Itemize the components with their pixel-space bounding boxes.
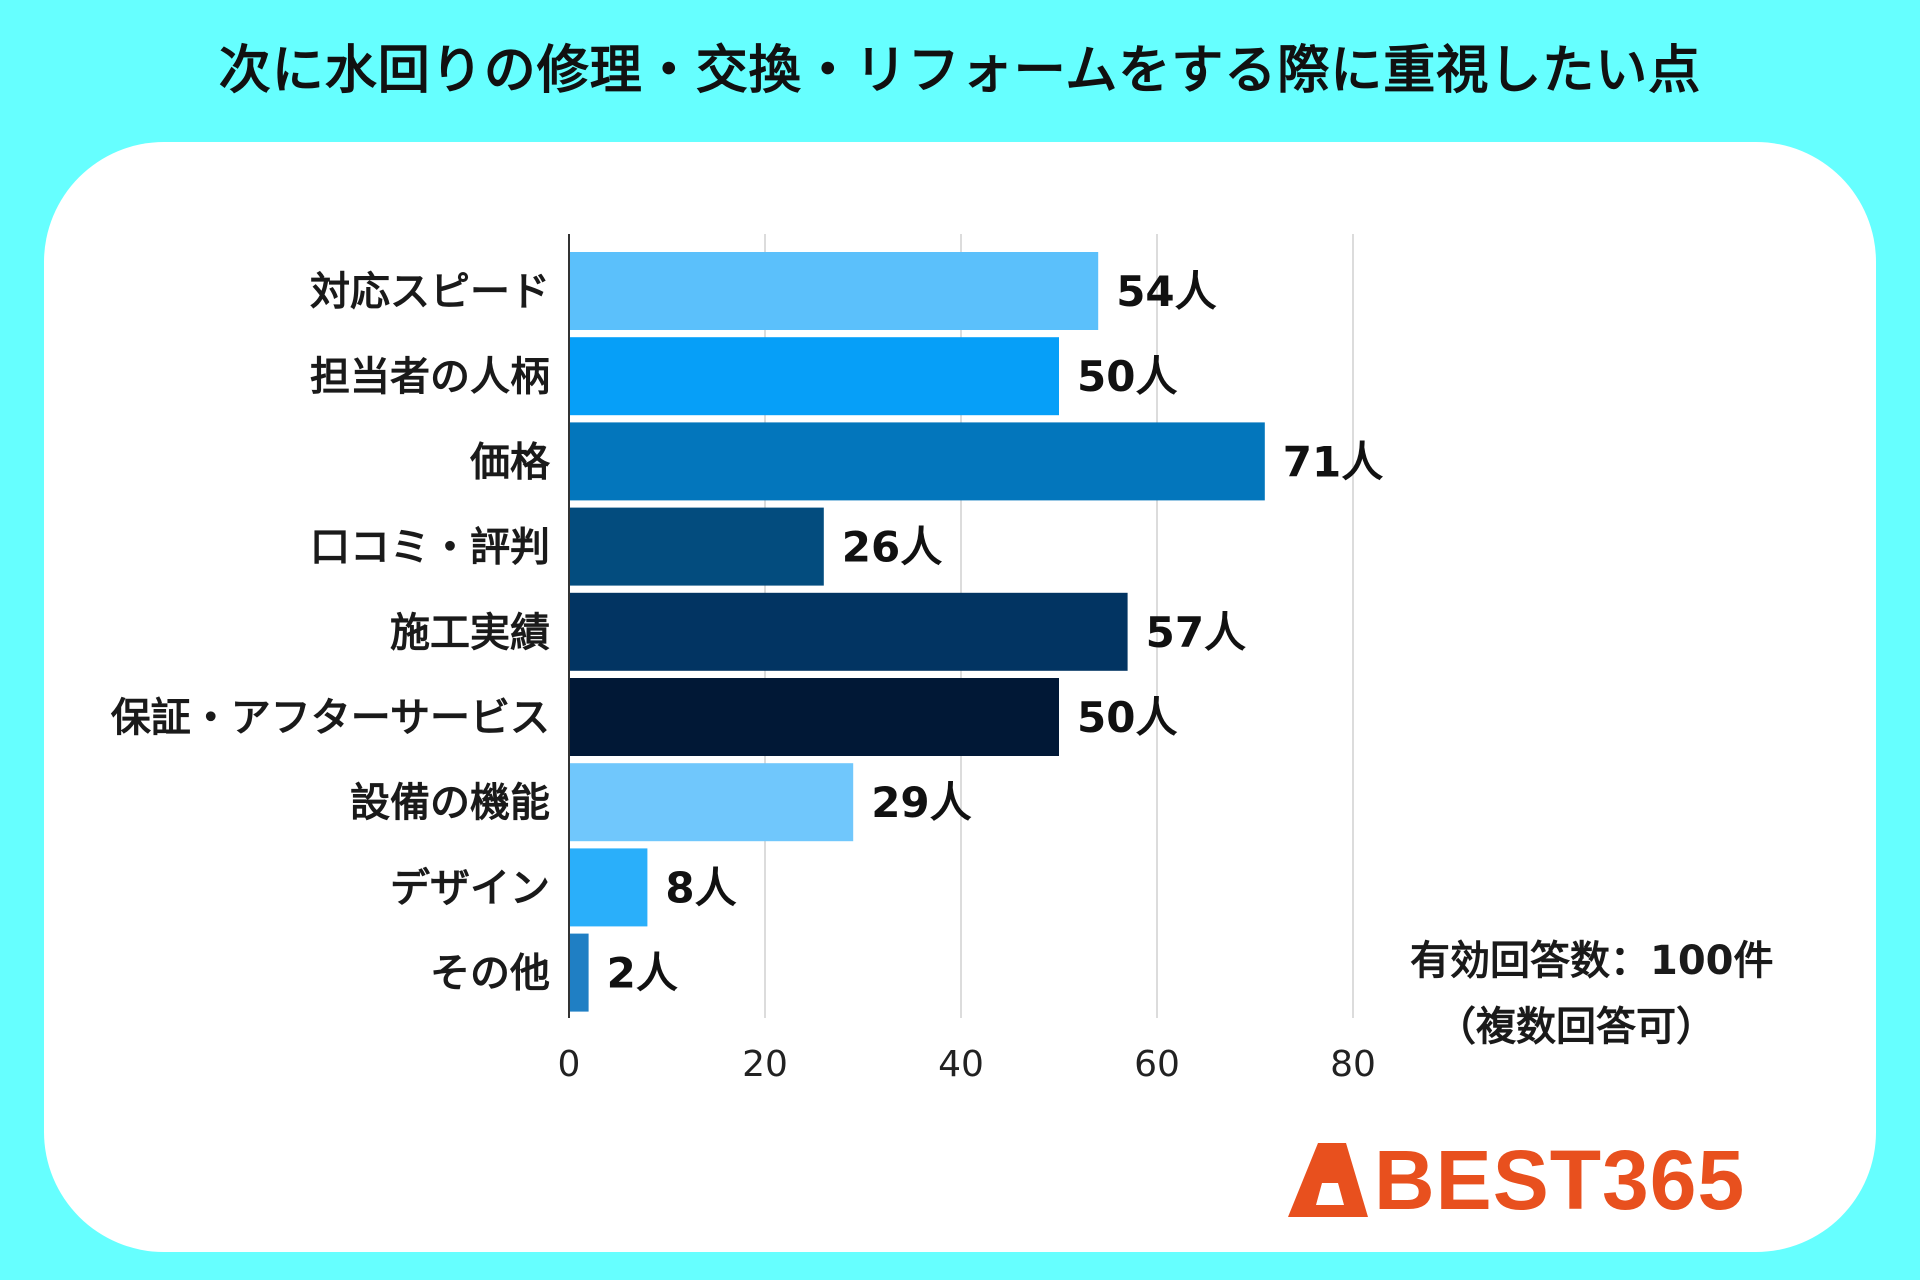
value-label-8: 2人: [607, 949, 678, 998]
bar-0: [569, 252, 1099, 330]
category-label-2: 価格: [469, 439, 551, 485]
category-label-6: 設備の機能: [350, 780, 550, 826]
bar-5: [569, 678, 1059, 756]
bar-4: [569, 592, 1128, 671]
logo-text: BEST365: [1374, 1133, 1746, 1227]
value-label-6: 29人: [871, 778, 971, 827]
value-label-1: 50人: [1077, 352, 1177, 401]
value-label-7: 8人: [665, 863, 736, 912]
category-label-8: その他: [430, 951, 550, 997]
chart-title: 次に水回りの修理・交換・リフォームをする際に重視したい点: [218, 41, 1702, 101]
category-label-3: 口コミ・評判: [310, 525, 550, 571]
x-tick-label-40: 40: [938, 1044, 984, 1085]
bar-3: [569, 507, 824, 586]
value-label-3: 26人: [842, 523, 942, 572]
x-tick-label-20: 20: [742, 1044, 788, 1085]
logo-mark-icon: [1288, 1143, 1368, 1217]
category-label-7: デザイン: [390, 865, 550, 911]
value-label-2: 71人: [1283, 437, 1383, 486]
bar-8: [569, 933, 589, 1012]
category-label-1: 担当者の人柄: [310, 354, 550, 400]
bar-6: [569, 763, 854, 842]
response-note: 有効回答数：100件 （複数回答可）: [1410, 928, 1774, 1060]
value-label-0: 54人: [1116, 267, 1216, 316]
best365-logo: BEST365: [1288, 1133, 1746, 1227]
category-label-0: 対応スピード: [310, 269, 550, 315]
bar-2: [569, 422, 1265, 501]
x-tick-label-60: 60: [1134, 1044, 1180, 1085]
value-label-4: 57人: [1146, 608, 1246, 657]
response-count: 有効回答数：100件: [1410, 938, 1774, 984]
x-tick-label-80: 80: [1330, 1044, 1376, 1085]
multiple-answer-note: （複数回答可）: [1436, 1004, 1716, 1050]
x-tick-label-0: 0: [558, 1044, 581, 1085]
value-label-5: 50人: [1077, 693, 1177, 742]
category-label-4: 施工実績: [390, 610, 550, 656]
category-label-5: 保証・アフターサービス: [111, 695, 550, 741]
bar-7: [569, 848, 648, 927]
bar-1: [569, 337, 1059, 416]
